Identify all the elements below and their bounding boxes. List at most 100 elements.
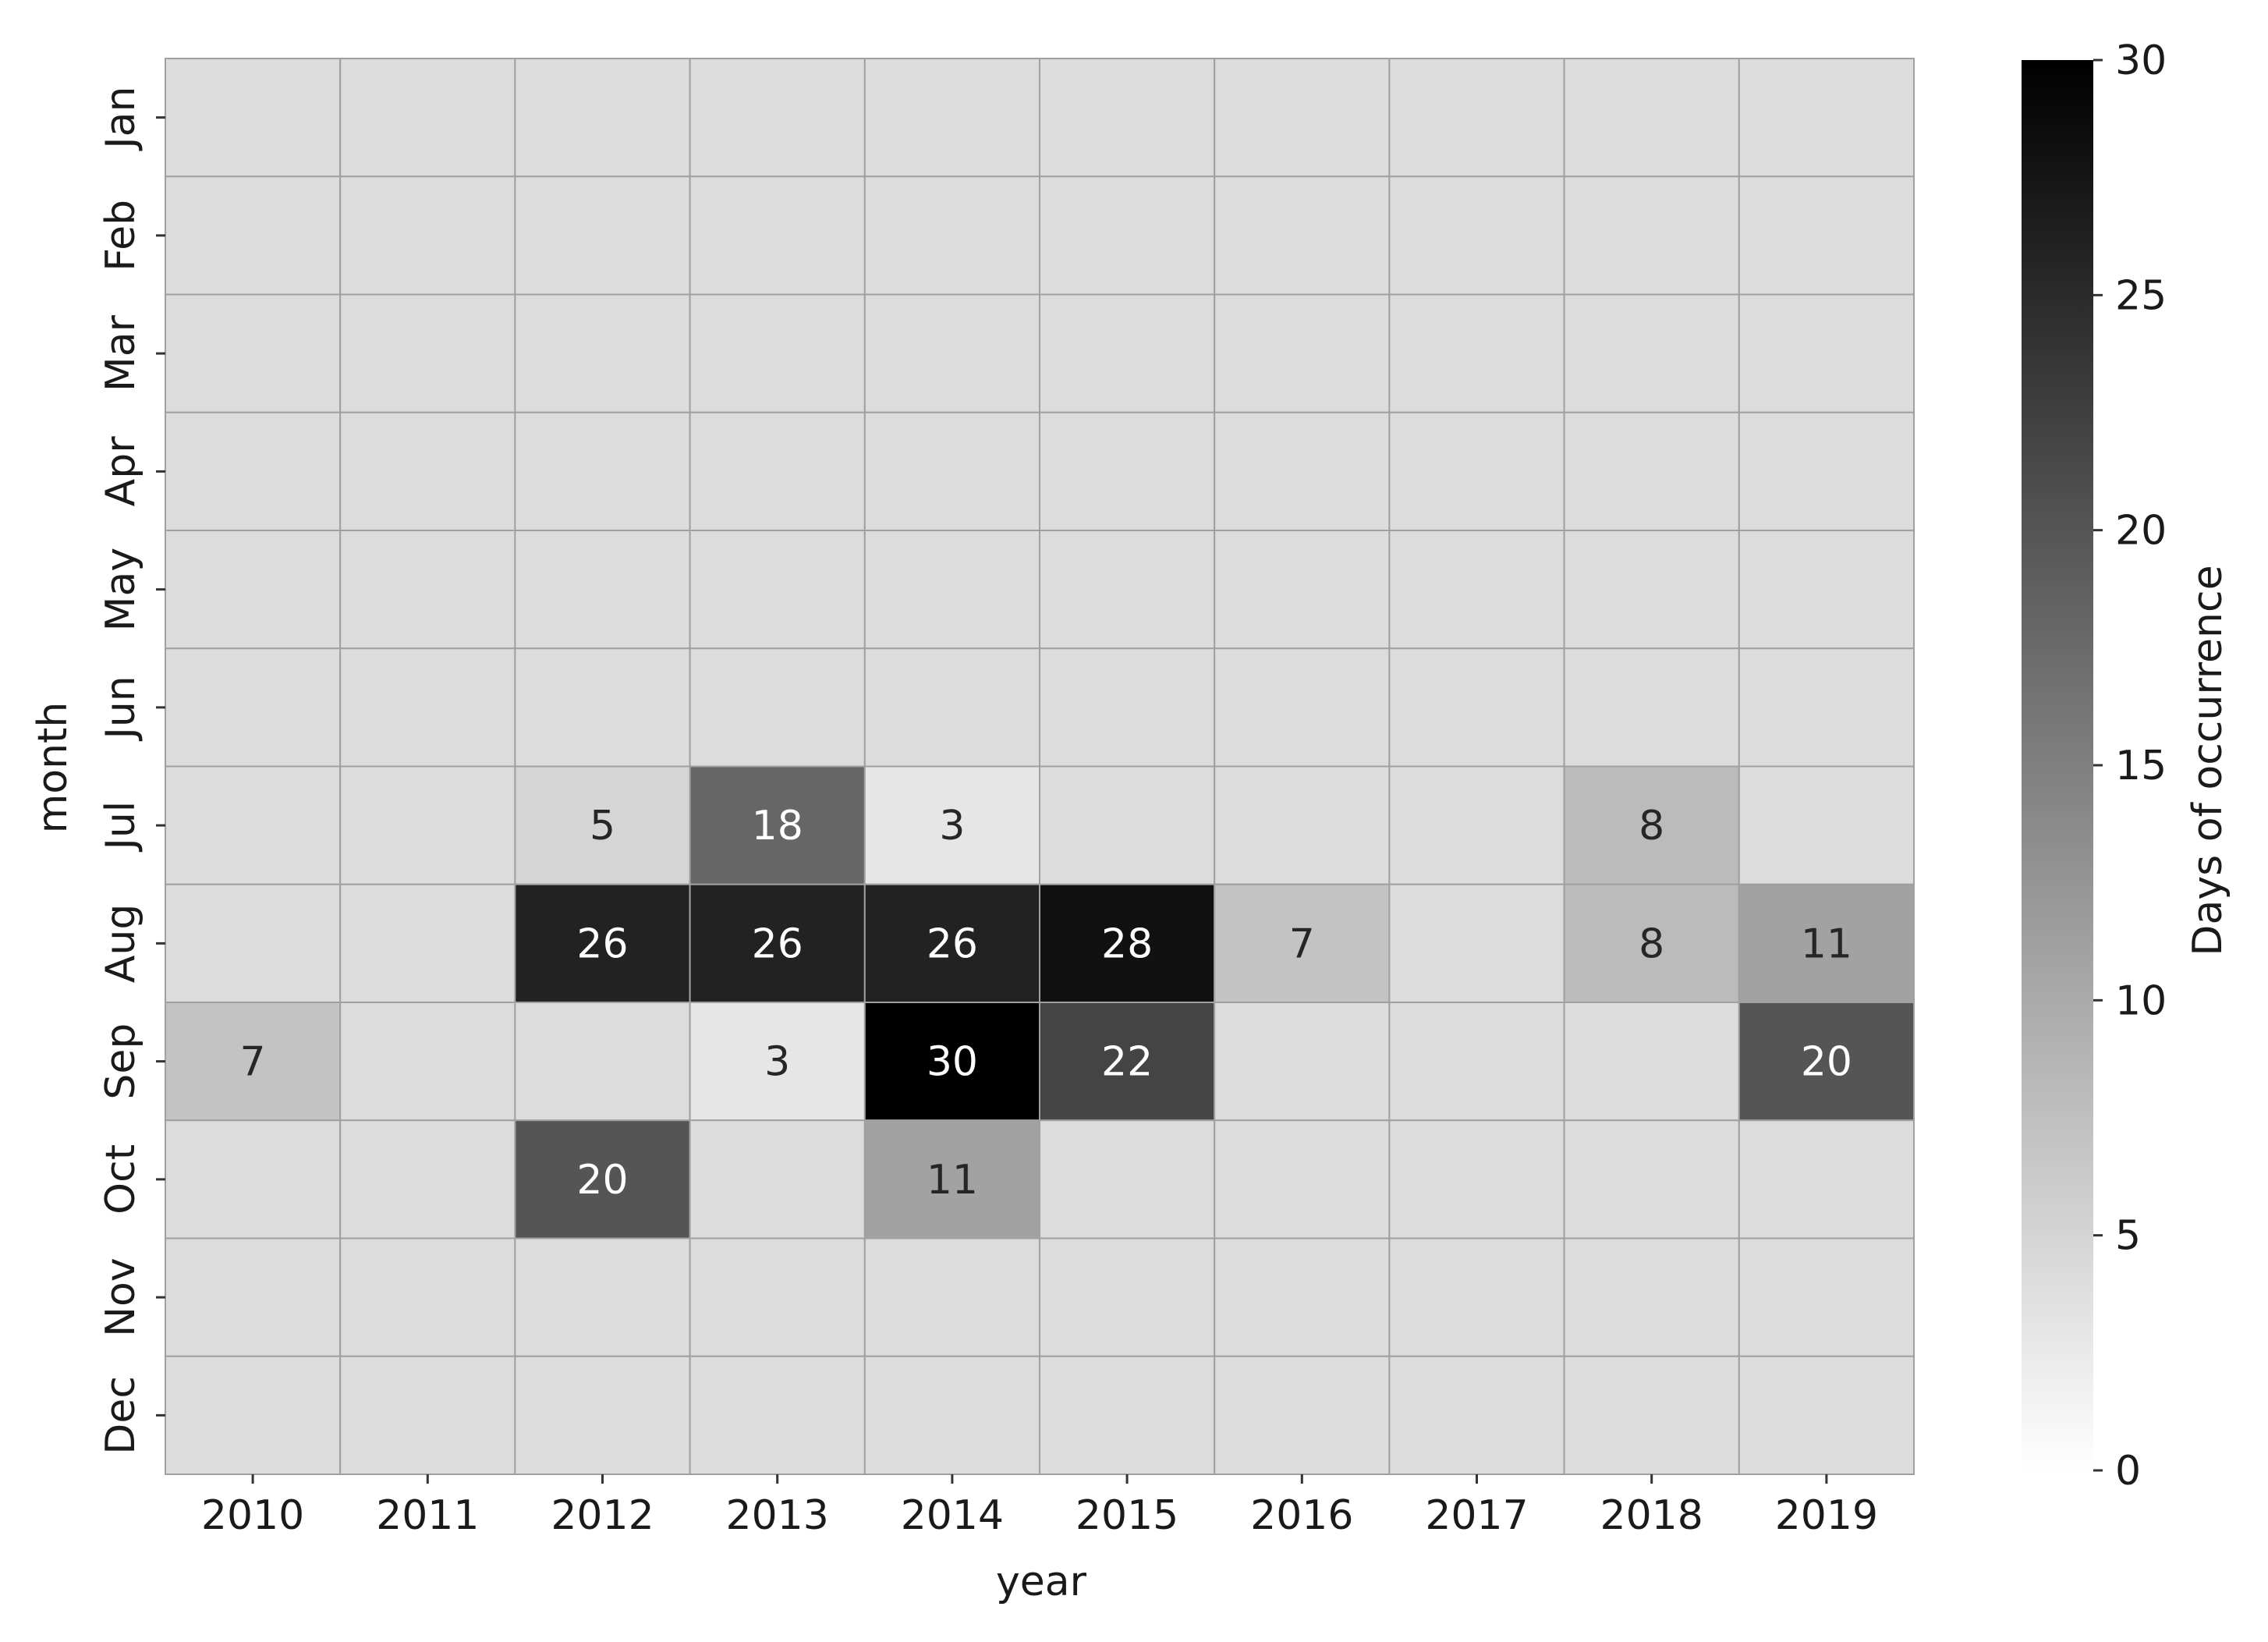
heatmap-cell-may-2014	[863, 530, 1041, 650]
y-tick-label: Aug	[97, 904, 144, 984]
heatmap-cell-sep-2015	[1039, 1002, 1216, 1122]
heatmap-cell-sep-2018	[1563, 1002, 1740, 1122]
heatmap-cell-oct-2017	[1388, 1119, 1565, 1239]
cell-value-label: 18	[752, 803, 803, 849]
colorbar-tick-label: 25	[2115, 272, 2167, 319]
heatmap-cell-nov-2018	[1563, 1237, 1740, 1357]
heatmap-cell-mar-2016	[1214, 293, 1391, 413]
heatmap-cell-nov-2017	[1388, 1237, 1565, 1357]
heatmap-cell-jul-2019	[1738, 765, 1915, 885]
heatmap-cell-dec-2016	[1214, 1355, 1391, 1475]
heatmap-cell-nov-2012	[514, 1237, 691, 1357]
heatmap-cell-jun-2014	[863, 647, 1041, 768]
heatmap-cell-sep-2010	[165, 1002, 342, 1122]
y-tick-label: Feb	[97, 200, 144, 271]
heatmap-cell-oct-2011	[339, 1119, 516, 1239]
heatmap-cell-dec-2015	[1039, 1355, 1216, 1475]
heatmap-cell-nov-2010	[165, 1237, 342, 1357]
heatmap-cell-jul-2011	[339, 765, 516, 885]
x-tick-label: 2011	[376, 1492, 479, 1539]
heatmap-cell-mar-2019	[1738, 293, 1915, 413]
heatmap-cell-apr-2016	[1214, 411, 1391, 531]
heatmap-cell-sep-2016	[1214, 1002, 1391, 1122]
heatmap-cell-dec-2019	[1738, 1355, 1915, 1475]
heatmap-cell-aug-2013	[689, 883, 866, 1003]
colorbar-tick-label: 15	[2115, 743, 2167, 789]
heatmap-cell-feb-2010	[165, 176, 342, 296]
heatmap-cell-apr-2017	[1388, 411, 1565, 531]
heatmap-cell-feb-2013	[689, 176, 866, 296]
cell-value-label: 11	[927, 1157, 978, 1204]
heatmap-cell-dec-2014	[863, 1355, 1041, 1475]
heatmap-cell-jun-2015	[1039, 647, 1216, 768]
x-tick-label: 2016	[1250, 1492, 1353, 1539]
heatmap-cell-dec-2017	[1388, 1355, 1565, 1475]
heatmap-cell-aug-2015	[1039, 883, 1216, 1003]
x-tick-label: 2018	[1600, 1492, 1703, 1539]
heatmap-cell-nov-2019	[1738, 1237, 1915, 1357]
heatmap-cell-feb-2015	[1039, 176, 1216, 296]
y-tick-label: Sep	[97, 1023, 144, 1100]
heatmap-cell-may-2010	[165, 530, 342, 650]
cell-value-label: 20	[1801, 1039, 1852, 1086]
heatmap-cell-dec-2018	[1563, 1355, 1740, 1475]
cell-value-label: 8	[1639, 803, 1664, 849]
cell-value-label: 7	[240, 1039, 266, 1086]
y-tick-label: Oct	[97, 1144, 144, 1215]
heatmap-cell-apr-2019	[1738, 411, 1915, 531]
heatmap-cell-oct-2016	[1214, 1119, 1391, 1239]
heatmap-cell-oct-2018	[1563, 1119, 1740, 1239]
heatmap-cell-jan-2011	[339, 58, 516, 178]
heatmap-cell-aug-2011	[339, 883, 516, 1003]
heatmap-cell-mar-2018	[1563, 293, 1740, 413]
heatmap-cell-feb-2019	[1738, 176, 1915, 296]
x-tick-label: 2014	[901, 1492, 1004, 1539]
heatmap-cell-mar-2017	[1388, 293, 1565, 413]
cell-value-label: 3	[939, 803, 965, 849]
heatmap-cell-aug-2018	[1563, 883, 1740, 1003]
heatmap-cell-feb-2014	[863, 176, 1041, 296]
y-axis-title: month	[30, 702, 76, 834]
y-tick-label: Jun	[97, 676, 144, 741]
cell-value-label: 11	[1801, 920, 1852, 967]
heatmap-cell-jan-2013	[689, 58, 866, 178]
heatmap-cell-aug-2017	[1388, 883, 1565, 1003]
heatmap-cell-jan-2014	[863, 58, 1041, 178]
heatmap-cell-feb-2017	[1388, 176, 1565, 296]
heatmap-cell-jul-2012	[514, 765, 691, 885]
heatmap-cell-feb-2012	[514, 176, 691, 296]
heatmap-cell-nov-2016	[1214, 1237, 1391, 1357]
cell-value-label: 30	[927, 1039, 978, 1086]
heatmap-cell-jul-2014	[863, 765, 1041, 885]
heatmap-cell-mar-2013	[689, 293, 866, 413]
heatmap-cell-jun-2018	[1563, 647, 1740, 768]
heatmap-cell-apr-2012	[514, 411, 691, 531]
y-tick-label: Mar	[97, 314, 144, 392]
colorbar-tick-label: 10	[2115, 977, 2167, 1024]
heatmap-cell-aug-2019	[1738, 883, 1915, 1003]
heatmap-cell-jan-2012	[514, 58, 691, 178]
heatmap-cell-oct-2014	[863, 1119, 1041, 1239]
axes: 2010 2011 2012 2013 2014 2015 2016 2017 2018 2019…	[97, 87, 1878, 1539]
heatmap-cell-may-2015	[1039, 530, 1216, 650]
colorbar-tick-label: 20	[2115, 508, 2167, 555]
heatmap-cell-mar-2015	[1039, 293, 1216, 413]
heatmap-cell-oct-2010	[165, 1119, 342, 1239]
x-tick-label: 2010	[201, 1492, 304, 1539]
heatmap-cell-jun-2011	[339, 647, 516, 768]
heatmap-cell-jan-2017	[1388, 58, 1565, 178]
heatmap-cell-jun-2017	[1388, 647, 1565, 768]
heatmap-cell-nov-2015	[1039, 1237, 1216, 1357]
colorbar-tick-label: 0	[2115, 1448, 2141, 1495]
cell-value-label: 26	[752, 920, 803, 967]
cell-value-label: 20	[576, 1157, 628, 1204]
cell-value-label: 26	[927, 920, 978, 967]
heatmap-cell-feb-2011	[339, 176, 516, 296]
cell-value-label: 3	[764, 1039, 790, 1086]
heatmap-cell-may-2019	[1738, 530, 1915, 650]
heatmap-cell-jul-2010	[165, 765, 342, 885]
heatmap-cell-jul-2016	[1214, 765, 1391, 885]
heatmap-cell-dec-2012	[514, 1355, 691, 1475]
heatmap-cell-sep-2014	[863, 1002, 1041, 1122]
